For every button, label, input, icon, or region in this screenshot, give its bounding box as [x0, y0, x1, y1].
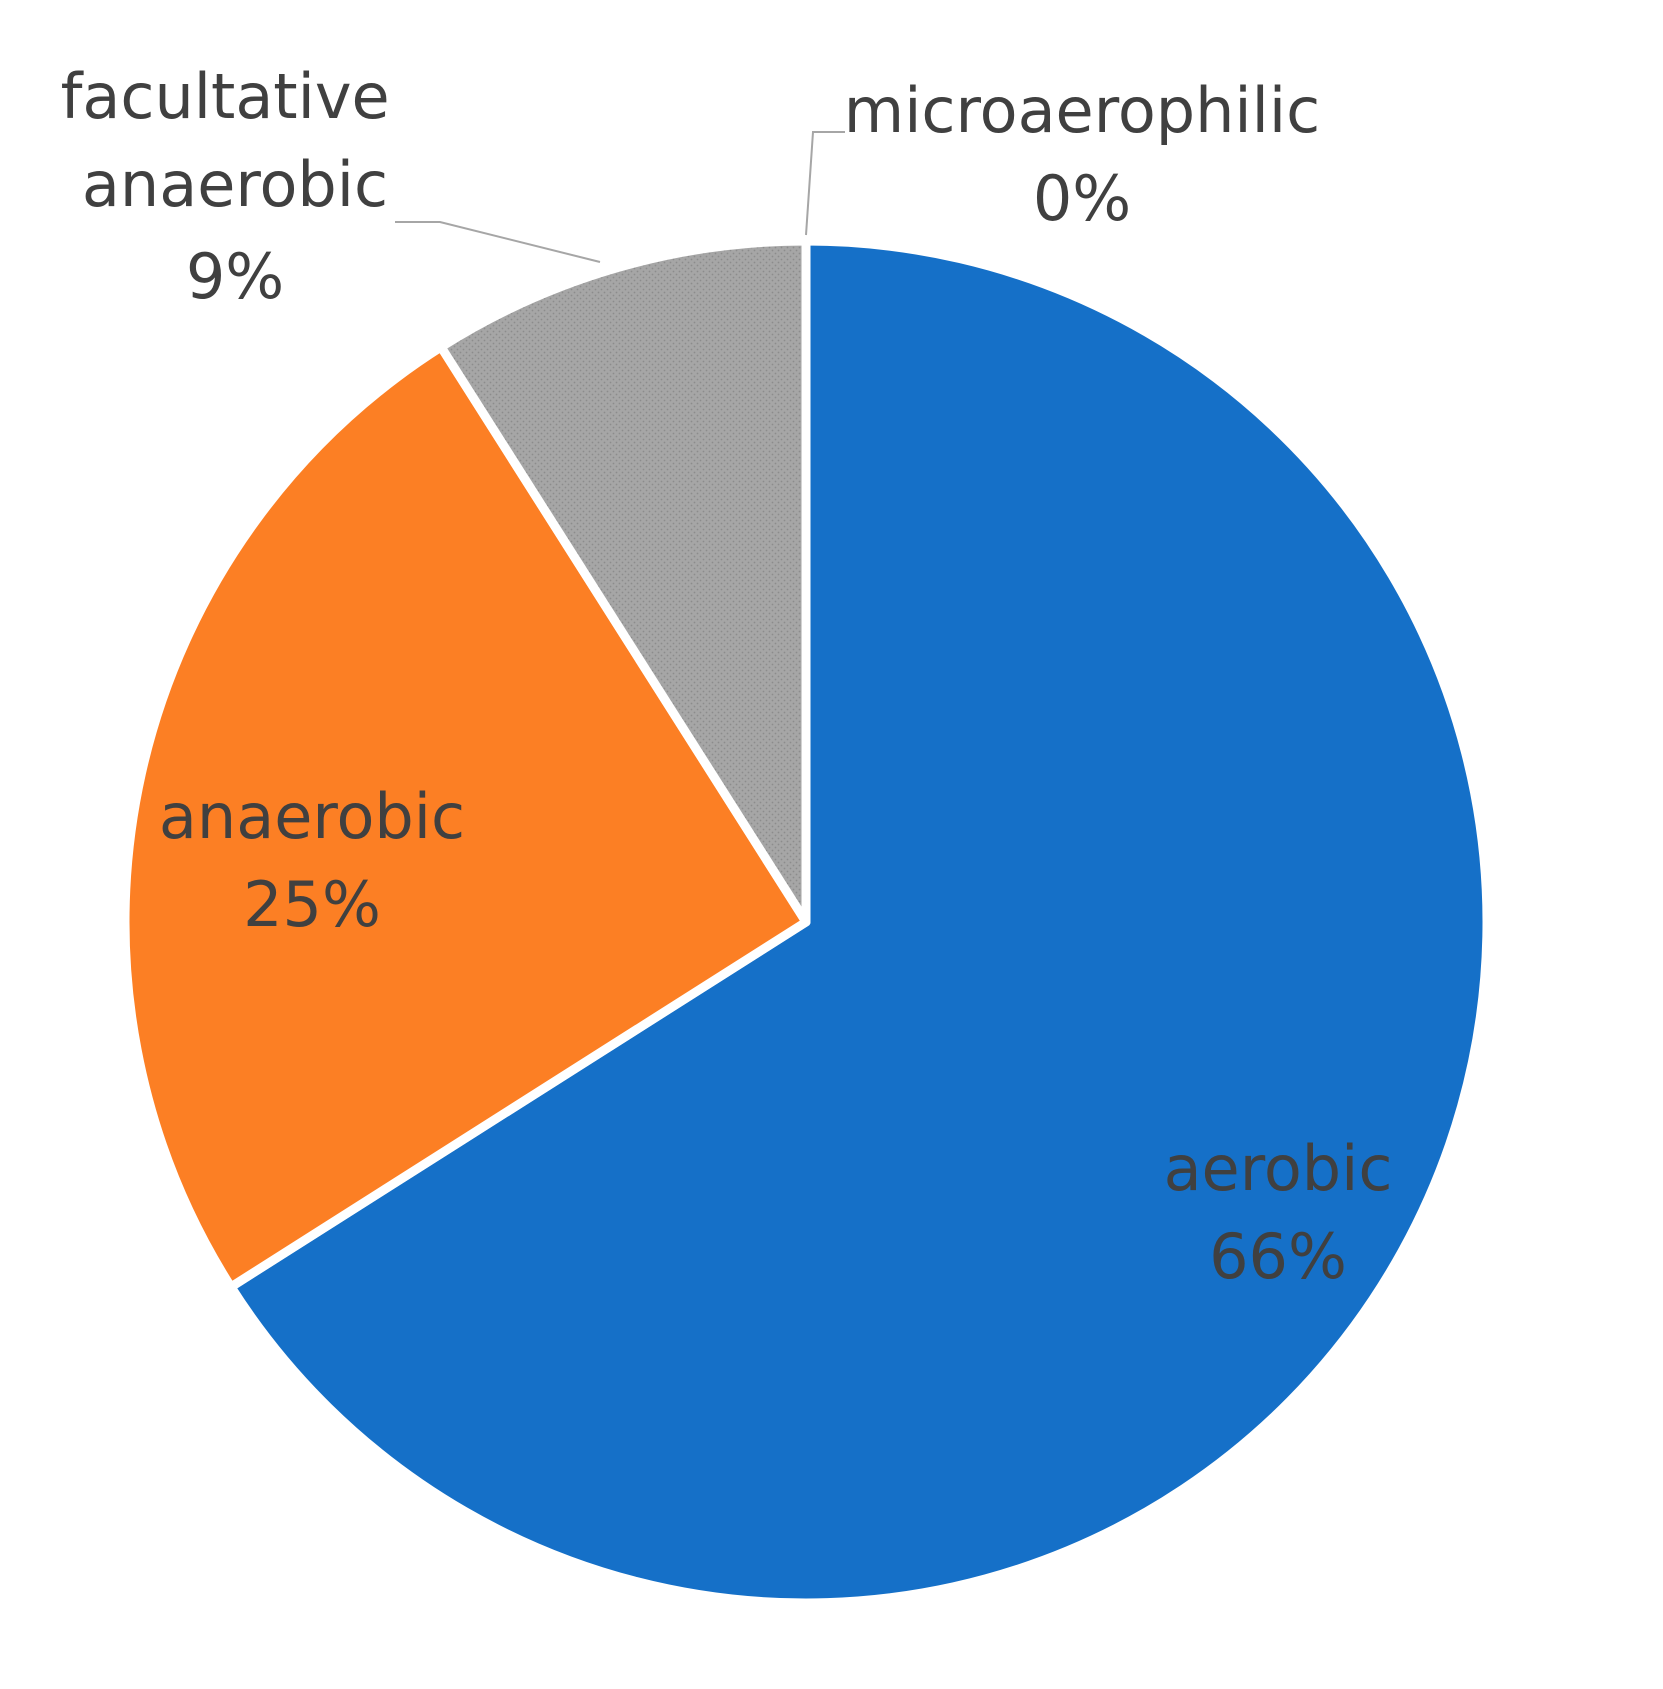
data-labels: aerobic 66% anaerobic 25% facultative an… [61, 60, 1393, 1293]
leader-lines [395, 131, 845, 263]
pie-slices [120, 236, 1492, 1608]
label-aerobic-value: 66% [1209, 1220, 1347, 1293]
leader-line-microaerophilic [805, 131, 845, 236]
pie-slice-anaerobic [120, 342, 811, 1292]
leader-line-facultative [395, 221, 601, 263]
label-facultative-line-2: anaerobic [82, 148, 388, 221]
label-microaerophilic-value: 0% [1033, 162, 1131, 235]
label-facultative-line-1: facultative [61, 60, 390, 133]
pie-slice-aerobic [226, 236, 1492, 1608]
label-facultative-name: facultative anaerobic [61, 60, 410, 221]
label-aerobic-name: aerobic [1164, 1132, 1393, 1205]
label-anaerobic-value: 25% [243, 868, 381, 941]
label-microaerophilic-name: microaerophilic [844, 74, 1320, 147]
pie-slice-facultative-anaerobic [436, 236, 811, 927]
label-facultative-value: 9% [186, 240, 284, 313]
label-anaerobic-name: anaerobic [159, 780, 465, 853]
